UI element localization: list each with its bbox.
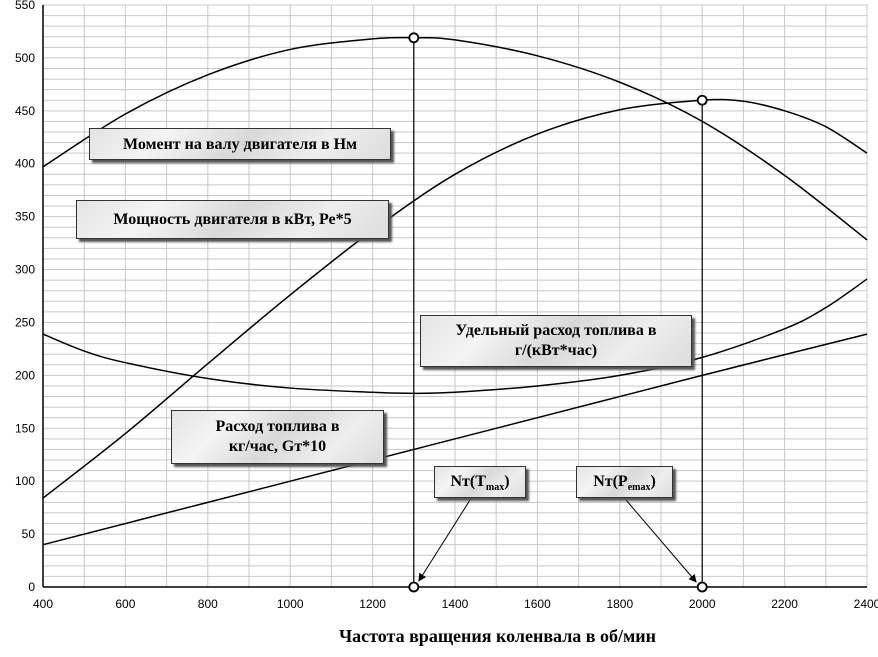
y-tick-label: 250 xyxy=(15,315,35,329)
y-tick-label: 350 xyxy=(15,210,35,224)
y-tick-label: 300 xyxy=(15,263,35,277)
x-tick-label: 1600 xyxy=(524,597,551,611)
annotation-n-tmax: Nт(Tmax) xyxy=(434,466,526,498)
arrow-n-tmax xyxy=(418,499,471,582)
annotation-fuel-consumption-line1: Расход топлива в xyxy=(215,418,340,435)
annotation-n-pemax-main: Nт(P xyxy=(593,473,628,490)
x-tick-label: 1200 xyxy=(359,597,386,611)
annotation-power: Мощность двигателя в кВт, Ре*5 xyxy=(76,200,389,239)
annotation-specific-consumption-line1: Удельный расход топлива в xyxy=(455,322,657,339)
x-tick-label: 1800 xyxy=(606,597,633,611)
series-point-marker xyxy=(696,94,708,106)
arrow-n-pemax xyxy=(625,499,697,583)
series-line-3 xyxy=(42,333,868,546)
x-tick-label: 1400 xyxy=(442,597,469,611)
annotation-n-pemax-close: ) xyxy=(650,473,656,490)
tick-labels: 400 600 800 1000 1200 1400 1600 1800 2000 2200 240… xyxy=(15,0,878,611)
annotation-n-tmax-close: ) xyxy=(504,473,510,490)
y-tick-label: 50 xyxy=(22,527,36,541)
x-tick-label: 400 xyxy=(33,597,53,611)
y-tick-label: 0 xyxy=(28,580,35,594)
annotation-n-pemax-sub: emax xyxy=(627,482,651,494)
y-tick-label: 200 xyxy=(15,368,35,382)
annotation-fuel-consumption-line2: кг/час, Gт*10 xyxy=(228,438,327,455)
annotation-fuel-consumption: Расход топлива в кг/час, Gт*10 xyxy=(171,410,384,464)
series-point-marker xyxy=(408,581,420,593)
callout-arrows xyxy=(418,499,697,583)
y-tick-label: 500 xyxy=(15,51,35,65)
annotation-power-text: Мощность двигателя в кВт, Ре*5 xyxy=(113,211,352,228)
y-tick-label: 400 xyxy=(15,157,35,171)
annotation-n-tmax-sub: max xyxy=(485,482,505,494)
series-lines xyxy=(42,36,868,546)
y-tick-label: 150 xyxy=(15,421,35,435)
series-line-0 xyxy=(42,36,868,241)
x-tick-label: 600 xyxy=(115,597,135,611)
series-point-marker xyxy=(696,581,708,593)
y-tick-label: 550 xyxy=(15,0,35,12)
series-line-1 xyxy=(42,98,868,499)
grid-lines xyxy=(42,4,868,588)
annotation-specific-consumption-line2: г/(кВт*час) xyxy=(514,342,598,359)
x-tick-label: 1000 xyxy=(277,597,304,611)
series-point-marker xyxy=(408,32,420,44)
y-tick-label: 450 xyxy=(15,104,35,118)
annotation-torque-text: Момент на валу двигателя в Нм xyxy=(122,136,358,153)
y-tick-label: 100 xyxy=(15,474,35,488)
annotation-n-tmax-main: Nт(T xyxy=(450,473,486,490)
series-markers xyxy=(408,32,708,593)
x-tick-label: 2400 xyxy=(854,597,878,611)
series-line-2 xyxy=(42,278,868,395)
x-tick-label: 800 xyxy=(198,597,218,611)
annotation-torque: Момент на валу двигателя в Нм xyxy=(89,128,391,160)
axes xyxy=(42,5,867,588)
annotation-n-pemax: Nт(Pemax) xyxy=(576,466,673,498)
x-tick-label: 2000 xyxy=(689,597,716,611)
x-tick-label: 2200 xyxy=(771,597,798,611)
marker-verticals xyxy=(413,37,703,587)
annotation-specific-consumption: Удельный расход топлива в г/(кВт*час) xyxy=(420,315,692,367)
x-axis-label: Частота вращения коленвала в об/мин xyxy=(338,626,657,646)
